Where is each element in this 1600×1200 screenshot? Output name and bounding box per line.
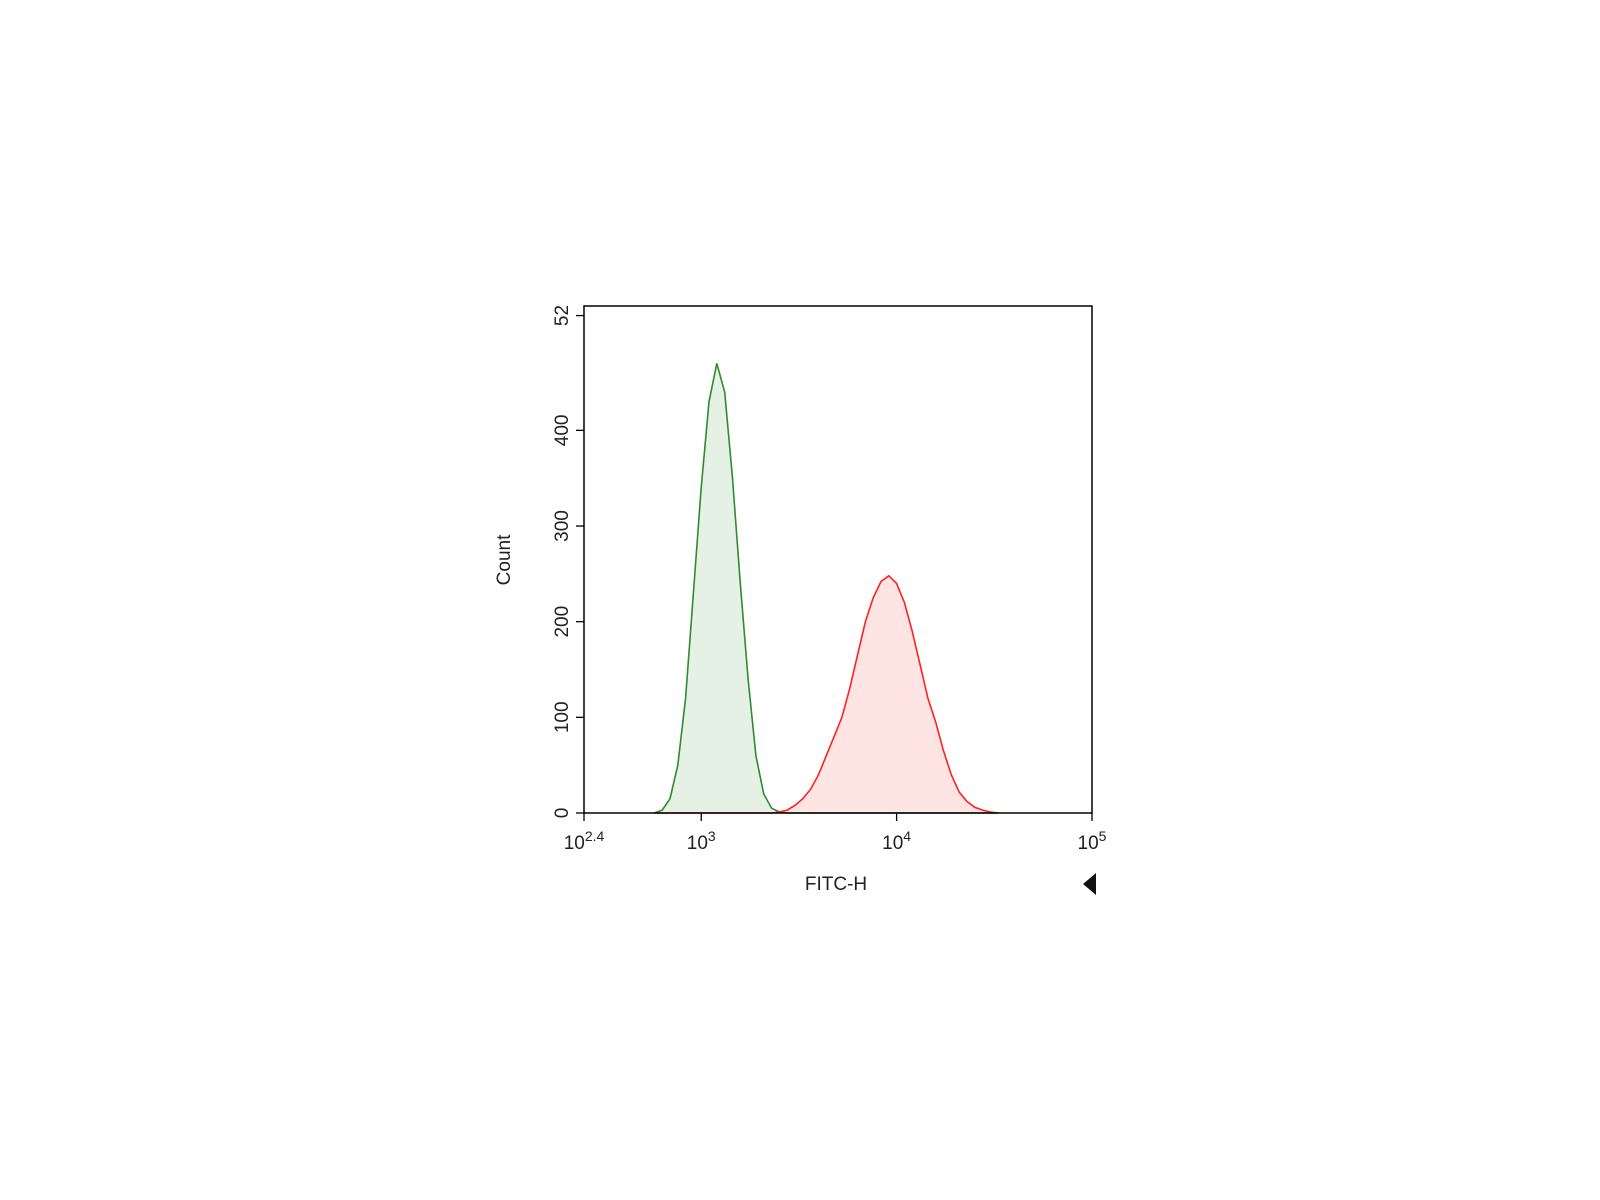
histogram-area [654,363,999,813]
y-tick-label: 0 [552,808,573,819]
x-tick-base: 10 [564,833,585,854]
plot-frame [583,305,1093,814]
y-tick-label: 100 [552,701,573,733]
x-tick-exponent: 2.4 [585,828,605,844]
y-tick-label: 400 [552,415,573,447]
x-tick-base: 10 [687,833,708,854]
x-tick-exponent: 3 [708,828,716,844]
y-axis-label: Count [494,534,515,585]
x-axis-label: FITC-H [805,874,867,895]
x-tick-label: 102.4 [564,828,605,854]
x-tick-base: 10 [1078,833,1099,854]
x-tick-exponent: 5 [1099,828,1107,844]
y-tick-label: 200 [552,606,573,638]
histogram-area [654,575,999,813]
y-tick-label: 52 [552,305,573,326]
x-tick-label: 104 [882,828,911,854]
x-tick-exponent: 4 [903,828,911,844]
y-tick-label: 300 [552,510,573,542]
x-tick-base: 10 [882,833,903,854]
x-tick-label: 103 [687,828,716,854]
gate-arrow[interactable] [1083,873,1096,895]
x-tick-label: 105 [1078,828,1107,854]
